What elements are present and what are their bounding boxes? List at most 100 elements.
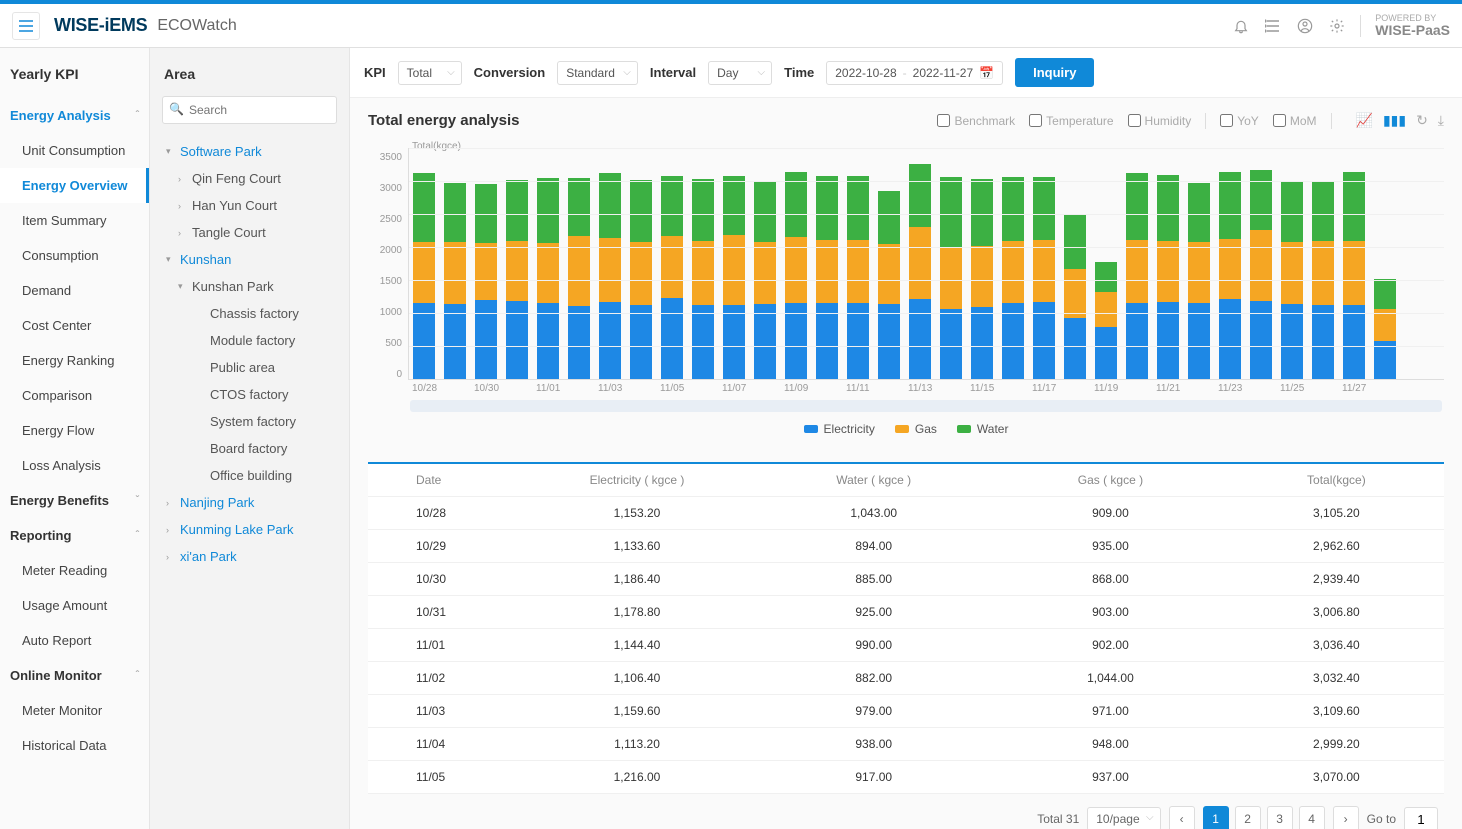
nav-item[interactable]: Loss Analysis — [0, 448, 149, 483]
tree-node[interactable]: Module factory — [160, 327, 339, 354]
inquiry-button[interactable]: Inquiry — [1015, 58, 1094, 87]
nav-item[interactable]: Energy Ranking — [0, 343, 149, 378]
tree-node[interactable]: ▾Software Park — [160, 138, 339, 165]
bar[interactable] — [537, 178, 559, 379]
bar[interactable] — [475, 184, 497, 379]
bar[interactable] — [1250, 170, 1272, 379]
bar[interactable] — [661, 176, 683, 379]
bar[interactable] — [1157, 175, 1179, 379]
bar[interactable] — [1343, 172, 1365, 379]
bar[interactable] — [1095, 262, 1117, 379]
nav-item[interactable]: Energy Overview — [0, 168, 149, 203]
bar[interactable] — [1126, 173, 1148, 379]
bar[interactable] — [785, 172, 807, 379]
conversion-select[interactable]: Standard — [557, 61, 638, 85]
bar[interactable] — [1281, 181, 1303, 379]
nav-item[interactable]: Comparison — [0, 378, 149, 413]
bar[interactable] — [1033, 177, 1055, 379]
nav-group[interactable]: Energy Analysisˆ — [0, 98, 149, 133]
tree-node[interactable]: Board factory — [160, 435, 339, 462]
bar[interactable] — [413, 173, 435, 379]
trend-icon[interactable]: 📈 — [1356, 112, 1373, 129]
bar[interactable] — [909, 164, 931, 379]
bar[interactable] — [444, 183, 466, 379]
tree-node[interactable]: Chassis factory — [160, 300, 339, 327]
bar[interactable] — [506, 180, 528, 379]
area-search-input[interactable] — [162, 96, 337, 124]
nav-item[interactable]: Usage Amount — [0, 588, 149, 623]
date-range-picker[interactable]: 2022-10-28 - 2022-11-27 📅 — [826, 61, 1003, 85]
bar[interactable] — [692, 179, 714, 379]
nav-group[interactable]: Reportingˆ — [0, 518, 149, 553]
list-icon[interactable] — [1264, 17, 1282, 35]
tree-node[interactable]: ›xi'an Park — [160, 543, 339, 570]
nav-item[interactable]: Cost Center — [0, 308, 149, 343]
tree-node[interactable]: ▾Kunshan — [160, 246, 339, 273]
per-page-select[interactable]: 10/page — [1087, 807, 1160, 829]
tree-node[interactable]: ▾Kunshan Park — [160, 273, 339, 300]
toggle-yoy[interactable]: YoY — [1220, 114, 1259, 128]
nav-item[interactable]: Item Summary — [0, 203, 149, 238]
page-button[interactable]: 4 — [1299, 806, 1325, 829]
bar[interactable] — [1374, 279, 1396, 379]
kpi-select[interactable]: Total — [398, 61, 462, 85]
gear-icon[interactable] — [1328, 17, 1346, 35]
legend-item[interactable]: Gas — [895, 422, 937, 436]
refresh-icon[interactable]: ↻ — [1416, 112, 1428, 129]
page-button[interactable]: 1 — [1203, 806, 1229, 829]
download-icon[interactable]: ⤓ — [1438, 112, 1444, 129]
nav-item[interactable]: Consumption — [0, 238, 149, 273]
toggle-mom[interactable]: MoM — [1273, 114, 1317, 128]
nav-item[interactable]: Demand — [0, 273, 149, 308]
bar[interactable] — [568, 178, 590, 379]
bar[interactable] — [630, 180, 652, 379]
next-page-button[interactable]: › — [1333, 806, 1359, 829]
bar[interactable] — [1064, 215, 1086, 379]
nav-item[interactable]: Meter Reading — [0, 553, 149, 588]
chart-scrollbar[interactable] — [410, 400, 1442, 412]
toggle-benchmark[interactable]: Benchmark — [937, 114, 1015, 128]
hamburger-menu-icon[interactable] — [12, 12, 40, 40]
nav-group[interactable]: Energy Benefitsˇ — [0, 483, 149, 518]
bar[interactable] — [599, 173, 621, 379]
legend-item[interactable]: Water — [957, 422, 1009, 436]
nav-item[interactable]: Historical Data — [0, 728, 149, 763]
bar[interactable] — [847, 176, 869, 379]
toggle-temperature[interactable]: Temperature — [1029, 114, 1113, 128]
nav-item[interactable]: Unit Consumption — [0, 133, 149, 168]
tree-node[interactable]: ›Tangle Court — [160, 219, 339, 246]
tree-node[interactable]: ›Kunming Lake Park — [160, 516, 339, 543]
user-icon[interactable] — [1296, 17, 1314, 35]
bar[interactable] — [940, 177, 962, 379]
nav-item[interactable]: Energy Flow — [0, 413, 149, 448]
legend-item[interactable]: Electricity — [804, 422, 875, 436]
nav-item[interactable]: Meter Monitor — [0, 693, 149, 728]
tree-node[interactable]: Office building — [160, 462, 339, 489]
bar[interactable] — [971, 179, 993, 379]
nav-group[interactable]: Online Monitorˆ — [0, 658, 149, 693]
tree-node[interactable]: ›Han Yun Court — [160, 192, 339, 219]
prev-page-button[interactable]: ‹ — [1169, 806, 1195, 829]
tree-node[interactable]: System factory — [160, 408, 339, 435]
table-row: 11/011,144.40990.00902.003,036.40 — [368, 629, 1444, 662]
bar[interactable] — [754, 182, 776, 379]
page-button[interactable]: 2 — [1235, 806, 1261, 829]
interval-select[interactable]: Day — [708, 61, 772, 85]
tree-node[interactable]: Public area — [160, 354, 339, 381]
tree-node[interactable]: CTOS factory — [160, 381, 339, 408]
tree-node[interactable]: ›Qin Feng Court — [160, 165, 339, 192]
bar[interactable] — [1002, 177, 1024, 379]
goto-input[interactable] — [1404, 807, 1438, 829]
bar[interactable] — [1219, 172, 1241, 379]
bar[interactable] — [1312, 181, 1334, 379]
tree-node[interactable]: ›Nanjing Park — [160, 489, 339, 516]
bar[interactable] — [723, 176, 745, 379]
bar[interactable] — [816, 176, 838, 379]
nav-item[interactable]: Auto Report — [0, 623, 149, 658]
bar[interactable] — [878, 191, 900, 379]
page-button[interactable]: 3 — [1267, 806, 1293, 829]
bar-icon[interactable]: ▮▮▮ — [1383, 112, 1406, 129]
bell-icon[interactable] — [1232, 17, 1250, 35]
toggle-humidity[interactable]: Humidity — [1128, 114, 1192, 128]
bar[interactable] — [1188, 183, 1210, 379]
